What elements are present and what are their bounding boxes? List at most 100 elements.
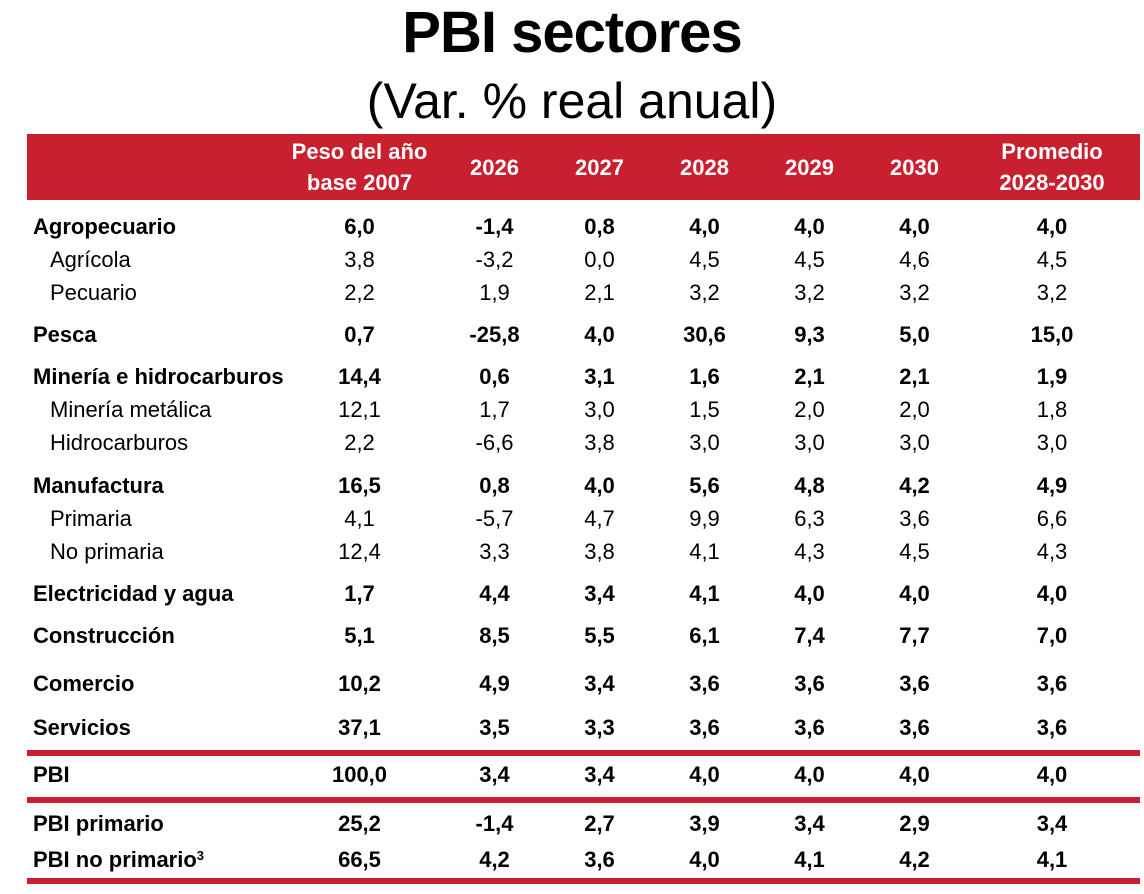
table-row: Comercio 10,2 4,9 3,4 3,6 3,6 3,6 3,6 [27,669,1140,699]
table-row: PBI primario 25,2 -1,4 2,7 3,9 3,4 2,9 3,4 [27,809,1140,839]
table-cell: 6,0 [344,214,375,239]
table-cell: 3,0 [794,430,825,455]
table-cell: 3,6 [899,715,930,740]
table-row: Construcción 5,1 8,5 5,5 6,1 7,4 7,7 7,0 [27,621,1140,651]
table-cell: 1,7 [344,581,375,606]
table-cell: 4,0 [794,214,825,239]
table-cell: -1,4 [475,214,514,239]
table-row: Minería metálica 12,1 1,7 3,0 1,5 2,0 2,0 1,8 [27,395,1140,425]
table-cell: 3,8 [584,430,615,455]
table-row: Manufactura 16,5 0,8 4,0 5,6 4,8 4,2 4,9 [27,471,1140,501]
header-weight-line2: base 2007 [306,170,413,195]
table-cell: 37,1 [338,715,381,740]
row-label-text: Hidrocarburos [50,430,189,455]
table-cell: 4,4 [479,581,510,606]
table-cell: 16,5 [338,473,381,498]
divider-middle [27,797,1140,803]
divider-bottom [27,878,1140,884]
table-cell: 7,0 [1036,623,1068,648]
table-cell: 4,0 [1036,581,1068,606]
table-cell: -6,6 [475,430,514,455]
row-label: Pecuario [50,278,137,308]
table-cell: 6,3 [794,506,825,531]
header-2026: 2026 [470,154,519,180]
table-cell: 3,6 [584,847,615,872]
page-title: PBI sectores [402,0,742,65]
table-cell: 0,8 [584,214,615,239]
table-cell: 2,9 [899,811,930,836]
table-cell: 4,3 [1036,539,1068,564]
table-cell: 12,1 [338,397,381,422]
table-cell: 4,2 [479,847,510,872]
table-cell: 8,5 [479,623,510,648]
row-label: Hidrocarburos [50,428,188,458]
table-cell: 5,1 [344,623,375,648]
table-cell: 4,0 [899,762,930,787]
row-label-text: Electricidad y agua [33,581,234,606]
row-label: PBI primario [33,809,164,839]
table-row: Electricidad y agua 1,7 4,4 3,4 4,1 4,0 4,0 4,0 [27,579,1140,609]
row-label: Agropecuario [33,212,176,242]
table-cell: 1,9 [479,280,510,305]
table-cell: 2,0 [794,397,825,422]
header-2027: 2027 [575,154,624,180]
table-cell: 4,1 [344,506,375,531]
table-cell: 3,5 [479,715,510,740]
table-cell: 4,7 [584,506,615,531]
table-cell: 4,0 [899,214,930,239]
table-cell: 4,5 [1036,247,1068,272]
table-cell: 3,0 [689,430,720,455]
row-label-text: Minería e hidrocarburos [33,364,284,389]
table-cell: 6,6 [1036,506,1068,531]
table-row: Pesca 0,7 -25,8 4,0 30,6 9,3 5,0 15,0 [27,320,1140,350]
table-cell: 4,9 [479,671,510,696]
table-cell: 3,8 [584,539,615,564]
table-row: Agrícola 3,8 -3,2 0,0 4,5 4,5 4,6 4,5 [27,245,1140,275]
page-subtitle: (Var. % real anual) [366,73,778,129]
table-cell: 66,5 [338,847,381,872]
row-label: Minería e hidrocarburos [33,362,284,392]
table-cell: 30,6 [683,322,726,347]
row-label-text: Agrícola [50,247,131,272]
table-cell: 12,4 [338,539,381,564]
table-cell: 3,8 [344,247,375,272]
row-label-text: Minería metálica [50,397,212,422]
table-row: Minería e hidrocarburos 14,4 0,6 3,1 1,6 2,1 2… [27,362,1140,392]
table-cell: 4,0 [794,581,825,606]
table-cell: 3,3 [584,715,615,740]
header-2029: 2029 [785,154,834,180]
row-label-text: Comercio [33,671,135,696]
row-label-text: Pesca [33,322,97,347]
row-label: Minería metálica [50,395,211,425]
table-cell: 2,2 [344,280,375,305]
table-cell: 4,5 [794,247,825,272]
table-cell: 0,0 [584,247,615,272]
row-label: Electricidad y agua [33,579,234,609]
table-cell: 3,2 [1036,280,1068,305]
table-cell: 4,9 [1036,473,1068,498]
table-cell: 3,6 [794,715,825,740]
table-cell: 1,7 [479,397,510,422]
table-cell: 2,1 [794,364,825,389]
header-weight-line1: Peso del año [291,139,428,164]
row-label: Pesca [33,320,97,350]
table-cell: -25,8 [469,322,520,347]
table-cell: 9,3 [794,322,825,347]
table-cell: 10,2 [338,671,381,696]
table-cell: 7,4 [794,623,825,648]
table-cell: 0,6 [479,364,510,389]
table-cell: 6,1 [689,623,720,648]
table-cell: 3,6 [1036,671,1068,696]
table-cell: 3,3 [479,539,510,564]
table-cell: 4,3 [794,539,825,564]
table-cell: 3,6 [794,671,825,696]
table-cell: 4,1 [1036,847,1068,872]
table-row: Primaria 4,1 -5,7 4,7 9,9 6,3 3,6 6,6 [27,504,1140,534]
table-cell: 1,6 [689,364,720,389]
table-cell: 9,9 [689,506,720,531]
table-cell: 4,5 [899,539,930,564]
footnote-marker: 3 [196,848,205,863]
table-cell: -5,7 [475,506,514,531]
table-cell: 4,2 [899,847,930,872]
table-cell: 7,7 [899,623,930,648]
